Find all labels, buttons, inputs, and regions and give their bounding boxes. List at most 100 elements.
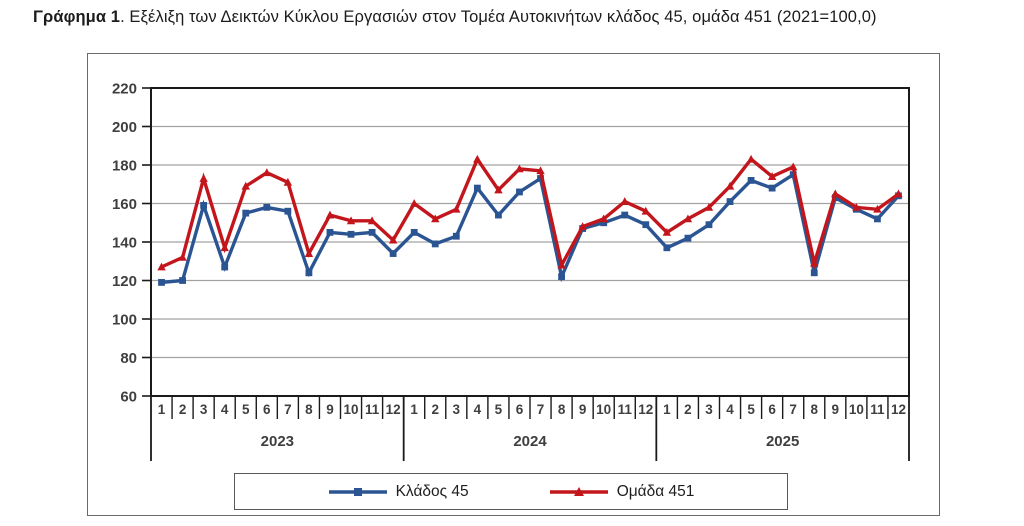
data-point	[199, 174, 208, 182]
series-0-klados-45	[158, 171, 902, 286]
data-point	[178, 253, 187, 261]
svg-text:11: 11	[870, 402, 885, 417]
chart-title-number: Γράφημα 1	[33, 8, 121, 26]
data-point	[262, 168, 272, 177]
data-point	[599, 214, 608, 223]
chart-title: Γράφημα 1. Εξέλιξη των Δεικτών Κύκλου Ερ…	[33, 8, 1003, 27]
y-gridlines	[151, 125, 909, 359]
data-point	[452, 204, 461, 213]
data-point	[536, 166, 545, 175]
svg-text:3: 3	[453, 402, 461, 417]
svg-text:11: 11	[365, 402, 380, 417]
svg-text:120: 120	[112, 273, 137, 290]
svg-text:11: 11	[618, 402, 633, 417]
svg-text:6: 6	[516, 402, 524, 417]
data-point	[473, 154, 482, 163]
svg-text:2: 2	[179, 402, 187, 417]
data-point	[810, 258, 819, 267]
svg-text:2024: 2024	[513, 433, 547, 450]
svg-text:9: 9	[579, 402, 587, 417]
svg-text:12: 12	[638, 402, 653, 417]
svg-text:100: 100	[112, 312, 137, 329]
svg-text:7: 7	[789, 402, 797, 417]
svg-text:10: 10	[849, 402, 864, 417]
data-point	[873, 204, 882, 213]
data-point	[388, 235, 398, 244]
svg-text:1: 1	[158, 402, 166, 417]
data-point	[389, 250, 397, 257]
data-point	[810, 269, 818, 277]
data-point	[283, 177, 293, 186]
svg-text:140: 140	[112, 235, 137, 252]
svg-text:2023: 2023	[261, 433, 294, 450]
svg-text:5: 5	[495, 402, 503, 417]
data-point	[578, 222, 587, 230]
svg-text:8: 8	[305, 402, 313, 417]
svg-text:60: 60	[120, 389, 137, 406]
data-point	[304, 249, 314, 257]
data-point	[641, 206, 651, 215]
svg-text:2: 2	[431, 402, 439, 417]
data-point	[221, 263, 229, 271]
data-point	[662, 227, 672, 236]
data-point	[725, 181, 735, 190]
svg-text:2025: 2025	[766, 433, 799, 450]
data-point	[788, 162, 798, 171]
svg-text:8: 8	[810, 402, 818, 417]
data-point	[663, 244, 671, 252]
data-point	[305, 269, 313, 277]
legend-label-omada-451: Ομάδα 451	[616, 482, 695, 500]
data-point	[600, 219, 608, 227]
data-point	[179, 277, 186, 284]
data-point	[874, 215, 881, 223]
klados-45-legend-marker	[328, 487, 387, 496]
data-point	[494, 185, 503, 194]
y-axis-labels: 220 200 180 160 140 120 100 80 60	[112, 81, 151, 406]
series-1-omada-451	[157, 154, 903, 271]
data-point	[746, 154, 756, 163]
chart-frame: 220 200 180 160 140 120 100 80 60 1 2 3 4 5 6 7 8 9 10 11 12…	[87, 53, 940, 516]
data-point	[557, 260, 566, 269]
data-point	[558, 273, 565, 281]
data-point	[284, 207, 292, 215]
svg-text:2: 2	[684, 402, 692, 417]
data-point	[409, 199, 419, 207]
data-point	[683, 214, 693, 223]
svg-text:10: 10	[344, 402, 359, 417]
data-point	[621, 211, 629, 219]
data-point	[347, 230, 355, 238]
data-point	[894, 189, 903, 198]
legend-item-omada-451: Ομάδα 451	[549, 482, 695, 501]
svg-text:8: 8	[558, 402, 566, 417]
data-point	[410, 228, 418, 236]
svg-text:5: 5	[747, 402, 755, 417]
data-point	[325, 210, 335, 219]
data-point	[326, 228, 334, 236]
data-point	[705, 221, 713, 229]
svg-text:220: 220	[112, 81, 137, 98]
omada-451-legend-marker	[549, 486, 608, 496]
data-point	[767, 172, 777, 180]
data-point	[726, 198, 734, 205]
data-point	[241, 181, 250, 190]
data-point	[831, 189, 840, 198]
data-point	[768, 184, 776, 192]
series-line	[161, 171, 900, 285]
data-point	[431, 214, 440, 223]
svg-text:1: 1	[410, 402, 418, 417]
data-point	[220, 243, 229, 252]
svg-text:160: 160	[112, 196, 137, 213]
data-point	[473, 184, 481, 192]
legend-item-klados-45: Κλάδος 45	[328, 483, 469, 501]
data-point	[431, 240, 439, 248]
data-point	[200, 202, 208, 209]
svg-text:6: 6	[263, 402, 271, 417]
data-point	[747, 177, 755, 184]
svg-text:6: 6	[768, 402, 776, 417]
svg-text:7: 7	[537, 402, 545, 417]
svg-text:3: 3	[200, 402, 208, 417]
data-point	[495, 211, 502, 219]
data-point	[368, 228, 376, 236]
